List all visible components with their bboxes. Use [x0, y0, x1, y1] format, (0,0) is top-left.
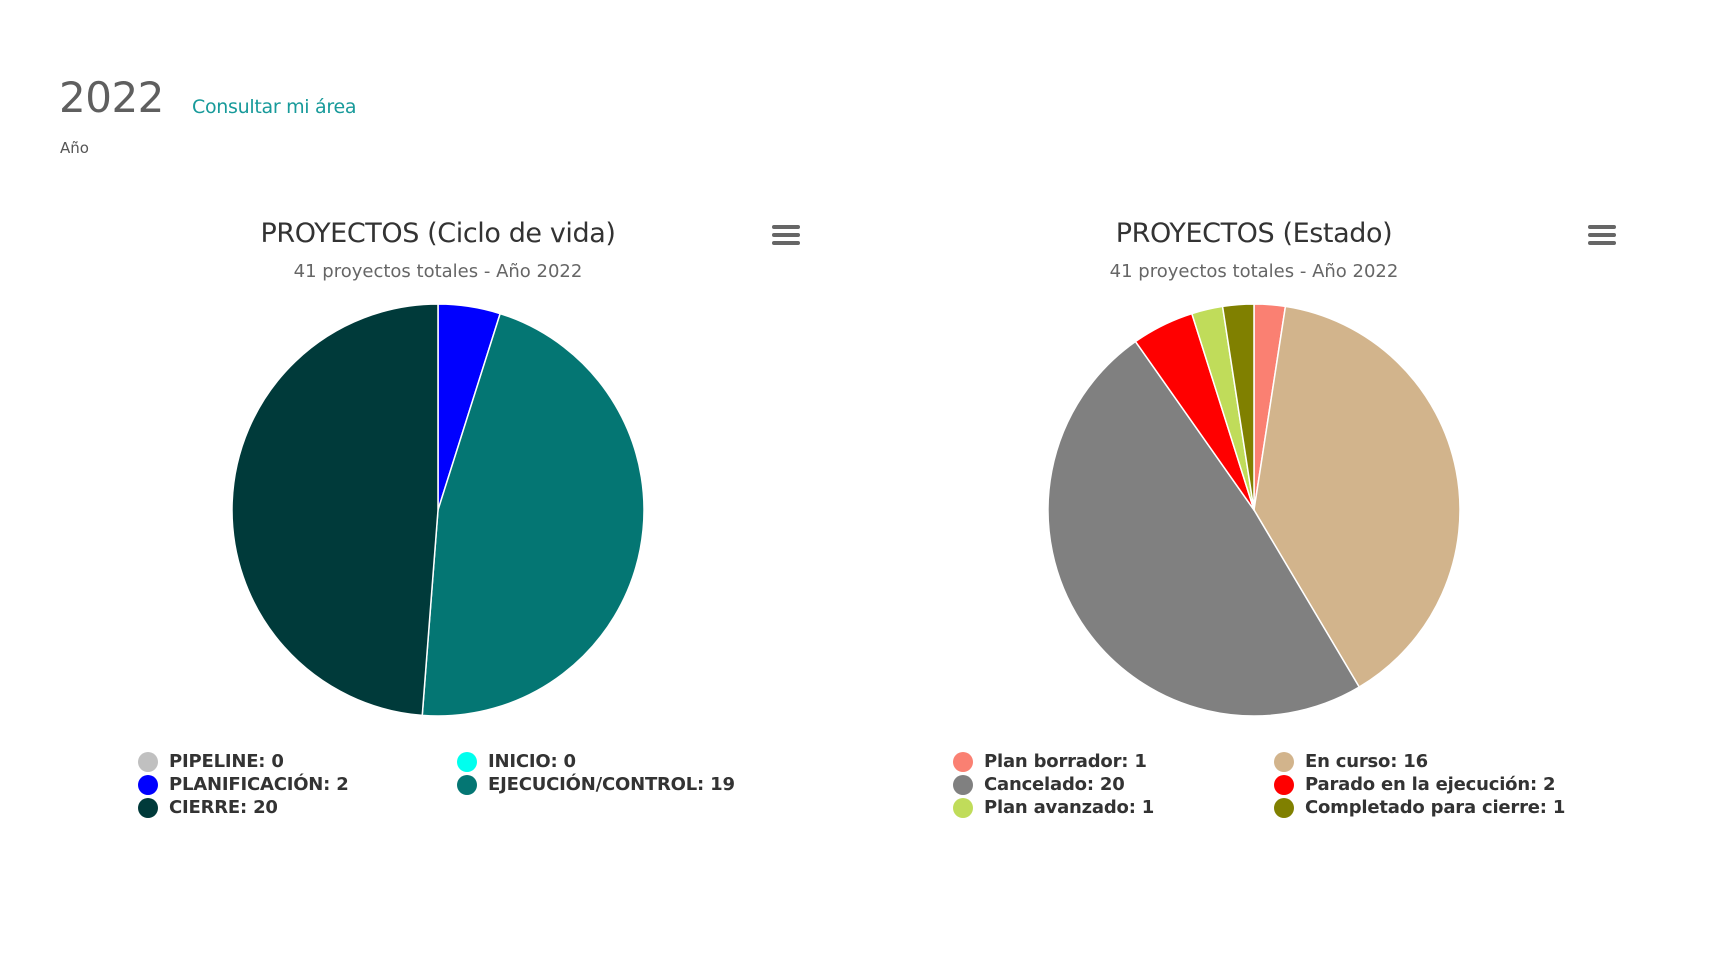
- pie-slice-cierre[interactable]: [231, 303, 439, 717]
- legend-dot-icon: [138, 798, 158, 818]
- status-pie-chart: PROYECTOS (Estado) 41 proyectos totales …: [844, 200, 1664, 850]
- legend-dot-icon: [953, 752, 973, 772]
- pie-slice-completado-para-cierre[interactable]: [1221, 303, 1255, 511]
- pie-slice-cancelado[interactable]: [1047, 340, 1361, 717]
- legend-dot-icon: [953, 798, 973, 818]
- pie-slice-en-curso[interactable]: [1253, 305, 1461, 688]
- legend-dot-icon: [1274, 752, 1294, 772]
- legend-dot-icon: [1274, 798, 1294, 818]
- consultar-mi-area-link[interactable]: Consultar mi área: [192, 96, 357, 118]
- legend-dot-icon: [953, 775, 973, 795]
- pie-plot: [1047, 303, 1461, 717]
- legend-dot-icon: [138, 752, 158, 772]
- year-label: Año: [60, 139, 89, 157]
- hamburger-menu-icon: [1588, 225, 1616, 229]
- chart-title: PROYECTOS (Ciclo de vida): [260, 218, 616, 249]
- chart-menu-button[interactable]: [1588, 225, 1616, 247]
- chart-subtitle: 41 proyectos totales - Año 2022: [1109, 261, 1399, 282]
- chart-title: PROYECTOS (Estado): [1115, 218, 1393, 249]
- chart-menu-button[interactable]: [772, 225, 800, 247]
- hamburger-menu-icon: [772, 225, 800, 229]
- year-value: 2022: [59, 73, 164, 122]
- chart-subtitle: 41 proyectos totales - Año 2022: [293, 261, 583, 282]
- pie-plot: [231, 303, 645, 717]
- pie-slice-ejecución-control[interactable]: [421, 312, 645, 717]
- legend-dot-icon: [457, 752, 477, 772]
- legend-dot-icon: [457, 775, 477, 795]
- legend-dot-icon: [138, 775, 158, 795]
- lifecycle-pie-chart: PROYECTOS (Ciclo de vida) 41 proyectos t…: [28, 200, 848, 850]
- legend-dot-icon: [1274, 775, 1294, 795]
